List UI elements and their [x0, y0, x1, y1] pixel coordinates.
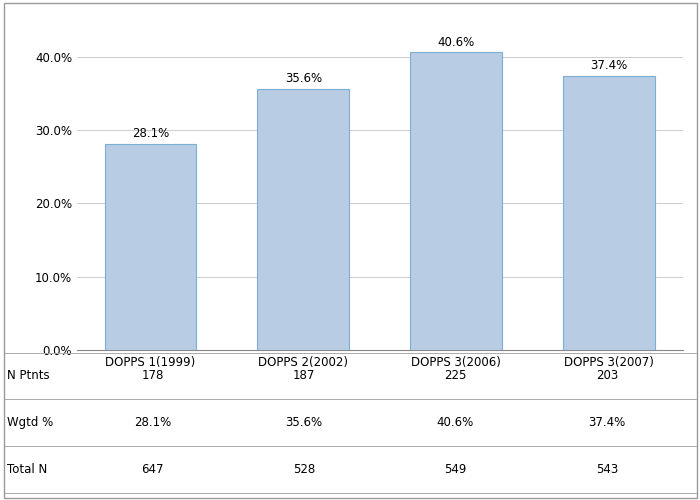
Text: Wgtd %: Wgtd %: [7, 416, 53, 429]
Text: 28.1%: 28.1%: [134, 416, 172, 429]
Text: Total N: Total N: [7, 462, 48, 475]
Text: N Ptnts: N Ptnts: [7, 370, 50, 382]
Text: 647: 647: [141, 462, 164, 475]
Text: 203: 203: [596, 370, 618, 382]
Text: 549: 549: [444, 462, 467, 475]
Text: 40.6%: 40.6%: [438, 36, 475, 49]
Bar: [104, 144, 196, 350]
Text: 28.1%: 28.1%: [132, 128, 169, 140]
Text: 37.4%: 37.4%: [588, 416, 625, 429]
Text: 528: 528: [293, 462, 315, 475]
Bar: [410, 52, 502, 350]
Text: 40.6%: 40.6%: [437, 416, 474, 429]
Text: 178: 178: [141, 370, 164, 382]
Bar: [258, 89, 349, 350]
Text: 225: 225: [444, 370, 467, 382]
Text: 35.6%: 35.6%: [286, 416, 323, 429]
Bar: [564, 76, 655, 350]
Text: 543: 543: [596, 462, 618, 475]
Text: 35.6%: 35.6%: [285, 72, 322, 86]
Text: 187: 187: [293, 370, 315, 382]
Text: 37.4%: 37.4%: [591, 59, 628, 72]
